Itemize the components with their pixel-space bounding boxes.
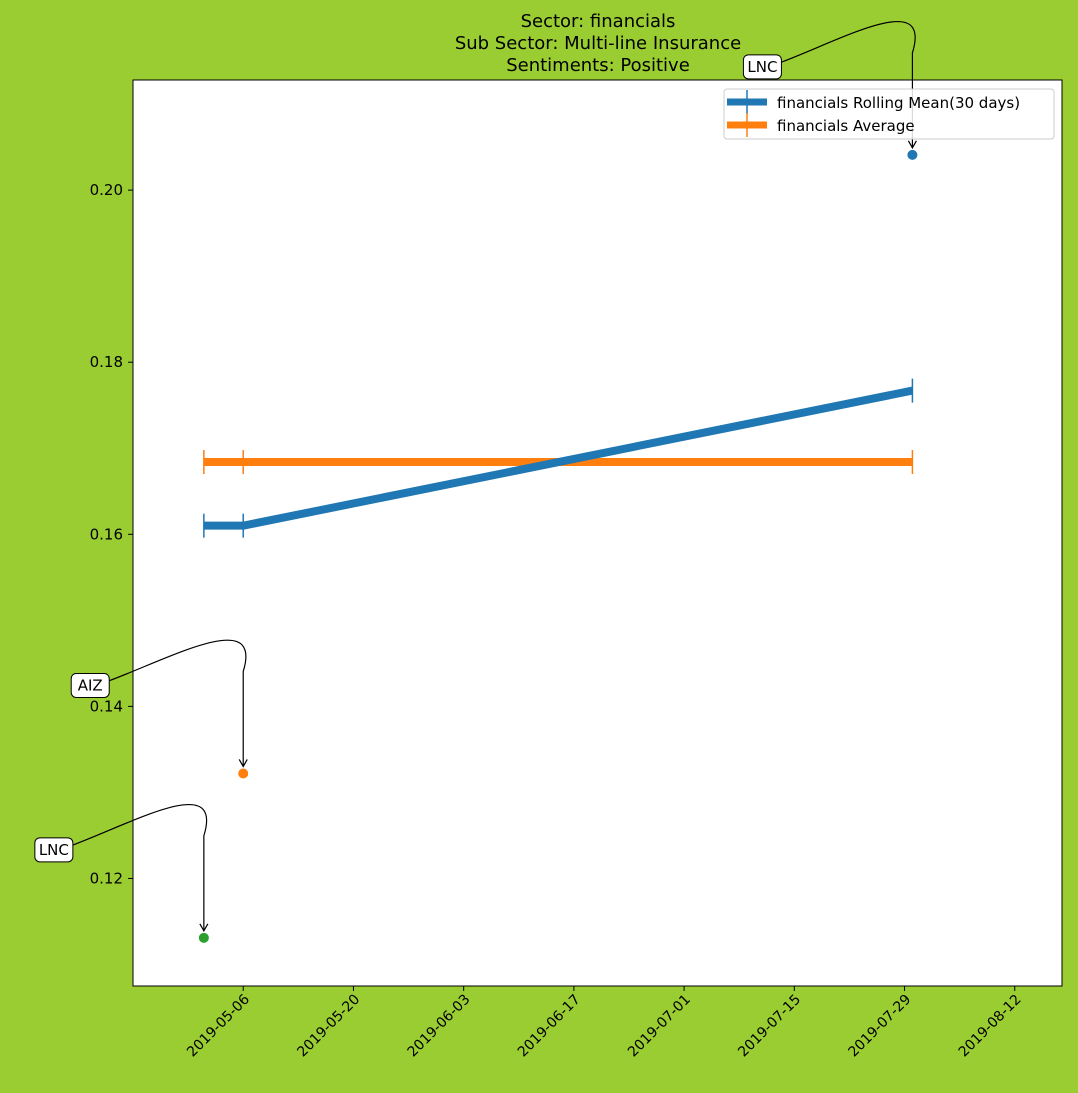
annotation-arrow-0	[779, 21, 917, 150]
chart-title-line-1: Sector: financials	[521, 11, 676, 32]
annotation-arrow-1	[107, 639, 248, 768]
chart-title-line-3: Sentiments: Positive	[506, 55, 690, 76]
x-tick-label-7: 2019-08-12	[956, 992, 1025, 1061]
annotation-arrow-2	[70, 804, 209, 933]
x-tick-label-6: 2019-07-29	[846, 992, 915, 1061]
y-tick-label-1: 0.14	[90, 697, 123, 715]
scatter-points	[198, 149, 918, 943]
y-tick-label-0: 0.12	[90, 869, 123, 887]
annotation-label-2: LNC	[39, 841, 69, 859]
legend-label-rolling-mean: financials Rolling Mean(30 days)	[777, 94, 1020, 112]
annotation-box-1	[70, 672, 110, 698]
y-tick-label-4: 0.20	[90, 181, 123, 199]
scatter-point-0	[907, 149, 918, 160]
series-lines	[203, 378, 914, 538]
scatter-point-2	[198, 932, 209, 943]
annotation-box-0	[742, 54, 782, 80]
chart-title-line-2: Sub Sector: Multi-line Insurance	[455, 33, 741, 54]
x-tick-label-0: 2019-05-06	[184, 991, 253, 1060]
annotation-label-1: AIZ	[78, 676, 103, 694]
plot-area	[132, 79, 1063, 987]
y-tick-label-3: 0.18	[90, 353, 123, 371]
x-tick-label-5: 2019-07-15	[735, 992, 804, 1061]
annotations: LNC AIZ LNC	[34, 21, 917, 933]
annotation-label-0: LNC	[747, 58, 777, 76]
x-tick-label-3: 2019-06-17	[515, 992, 584, 1061]
x-tick-label-2: 2019-06-03	[405, 992, 474, 1061]
legend-label-average: financials Average	[777, 117, 915, 135]
scatter-point-1	[238, 768, 249, 779]
x-tick-label-1: 2019-05-20	[294, 992, 363, 1061]
legend: financials Rolling Mean(30 days) financi…	[723, 88, 1055, 140]
legend-box	[723, 88, 1055, 140]
x-tick-label-4: 2019-07-01	[625, 992, 694, 1061]
y-tick-label-2: 0.16	[90, 525, 123, 543]
annotation-box-2	[34, 837, 74, 863]
